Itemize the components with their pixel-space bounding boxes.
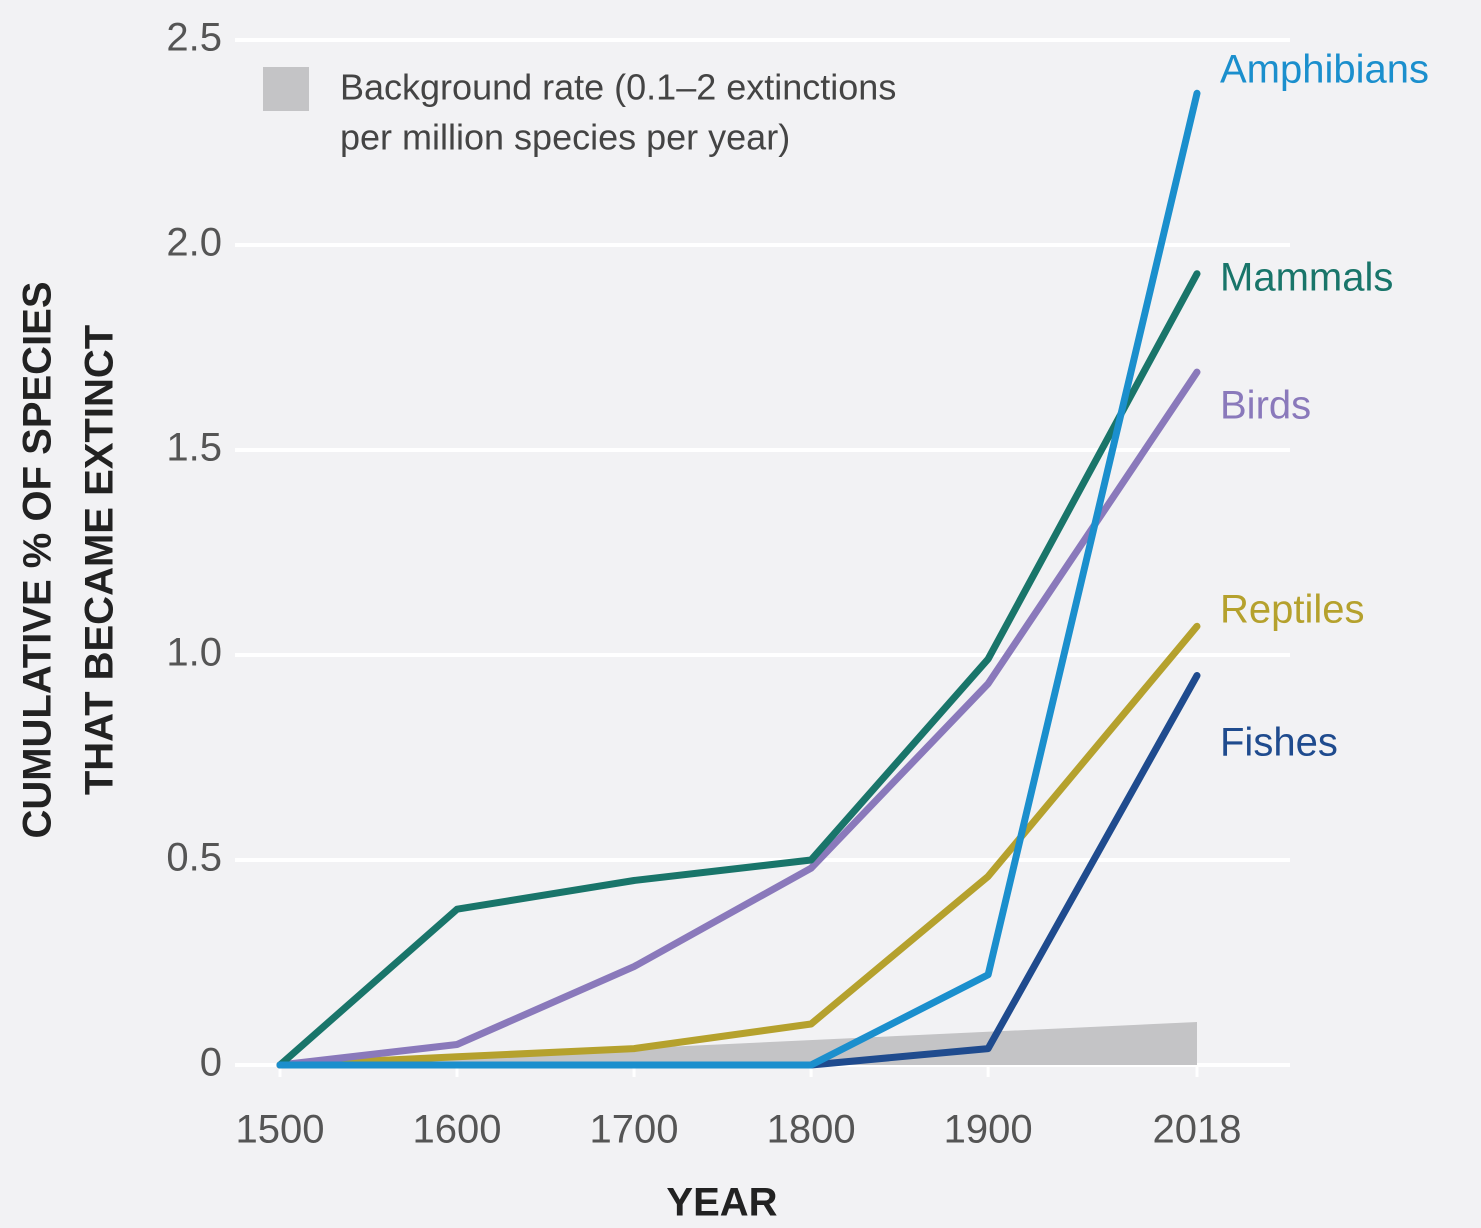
x-axis-title: YEAR bbox=[666, 1181, 777, 1225]
y-tick-label: 1.0 bbox=[166, 631, 222, 675]
y-tick-label: 0 bbox=[200, 1041, 222, 1085]
y-tick-label: 1.5 bbox=[166, 426, 222, 470]
series-label: Fishes bbox=[1220, 721, 1338, 765]
series-line bbox=[276, 622, 1201, 1069]
x-tick-label: 2018 bbox=[1153, 1108, 1242, 1152]
series-label: Birds bbox=[1220, 384, 1311, 428]
series-label: Mammals bbox=[1220, 256, 1393, 300]
y-axis-title: CUMULATIVE % OF SPECIES THAT BECAME EXTI… bbox=[16, 281, 122, 838]
legend-text: per million species per year) bbox=[340, 117, 790, 158]
series-label: Amphibians bbox=[1220, 48, 1429, 92]
legend-swatch bbox=[263, 67, 309, 111]
series-line bbox=[276, 368, 1201, 1069]
x-tick-label: 1900 bbox=[944, 1108, 1033, 1152]
y-tick-label: 2.5 bbox=[166, 16, 222, 60]
y-tick-label: 0.5 bbox=[166, 836, 222, 880]
series-line bbox=[276, 89, 1201, 1069]
series-line bbox=[276, 270, 1201, 1069]
x-tick-label: 1800 bbox=[767, 1108, 856, 1152]
x-tick-label: 1500 bbox=[236, 1108, 325, 1152]
y-axis-title-line: CUMULATIVE % OF SPECIES bbox=[16, 281, 60, 838]
y-tick-label: 2.0 bbox=[166, 221, 222, 265]
x-tick-label: 1600 bbox=[413, 1108, 502, 1152]
legend-text: Background rate (0.1–2 extinctions bbox=[340, 67, 896, 108]
y-axis-title-line: THAT BECAME EXTINCT bbox=[78, 325, 122, 795]
x-tick-label: 1700 bbox=[590, 1108, 679, 1152]
series-label: Reptiles bbox=[1220, 588, 1365, 632]
